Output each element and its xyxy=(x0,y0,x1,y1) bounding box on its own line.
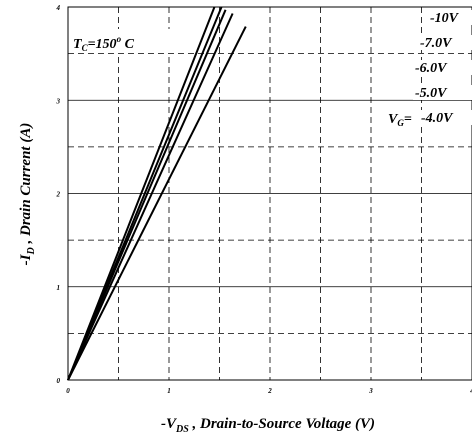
x-tick-label: 0 xyxy=(66,387,70,395)
tick-labels: 0 1 2 3 4 0 1 2 3 4 xyxy=(56,4,472,395)
curve-layer xyxy=(67,6,247,381)
series-label-bg xyxy=(413,60,472,75)
plot-frame xyxy=(67,6,472,381)
series-label-bg xyxy=(413,85,472,100)
x-tick-label: 1 xyxy=(167,387,171,395)
series-label: -6.0V xyxy=(415,61,448,76)
y-tick-label: 0 xyxy=(57,377,61,385)
series-labels: -10V -7.0V -6.0V -5.0V -4.0V xyxy=(413,10,472,126)
series-line xyxy=(67,26,247,381)
svg-text:TC=150o C: TC=150o C xyxy=(73,34,135,53)
y-tick-label: 4 xyxy=(56,4,61,12)
y-tick-label: 2 xyxy=(56,191,61,199)
y-tick-label: 3 xyxy=(56,97,61,105)
series-label-bg xyxy=(418,35,472,50)
x-tick-label: 3 xyxy=(368,387,373,395)
series-label: -4.0V xyxy=(421,111,454,126)
series-label-bg xyxy=(428,10,472,25)
vg-prefix-label: VG= xyxy=(388,112,412,128)
series-line xyxy=(67,9,227,381)
y-tick-label: 1 xyxy=(57,284,61,292)
y-axis-title: -ID , Drain Current (A) xyxy=(18,123,37,266)
series-label: -5.0V xyxy=(415,86,448,101)
series-label-bg xyxy=(419,110,472,125)
series-line xyxy=(67,13,234,381)
x-tick-label: 4 xyxy=(469,387,472,395)
series-label: -7.0V xyxy=(420,36,453,51)
series-label: -10V xyxy=(430,11,460,26)
grid-layer xyxy=(68,7,472,380)
temperature-annotation: TC=150o C xyxy=(70,29,170,53)
x-axis-title: -VDS , Drain-to-Source Voltage (V) xyxy=(161,416,375,435)
x-tick-label: 2 xyxy=(267,387,272,395)
series-line xyxy=(67,6,216,381)
